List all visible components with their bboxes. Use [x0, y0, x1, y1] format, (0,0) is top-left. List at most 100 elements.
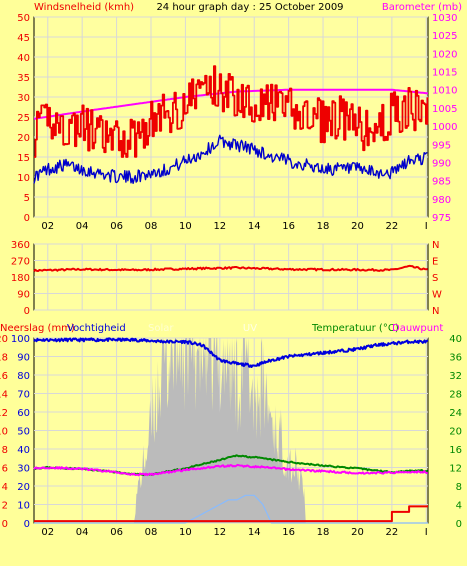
x-tick-label: 10: [179, 527, 192, 538]
dewpoint-axis-label: Dauwpunt: [392, 323, 443, 334]
solar-axis-label: Solar: [148, 323, 174, 334]
x-tick-label: 20: [351, 527, 364, 538]
y-tick-label: 32: [449, 371, 462, 382]
y-tick-label: 25: [17, 113, 30, 124]
humidity-axis-label: Vochtigheid: [67, 323, 126, 334]
x-tick-label: 14: [248, 221, 261, 232]
y-tick-label: 0: [24, 213, 30, 224]
y-tick-label: 8: [456, 482, 462, 493]
x-tick-label: 16: [282, 221, 295, 232]
y-tick-label: 2: [2, 501, 8, 512]
x-tick-label: 10: [179, 221, 192, 232]
y-tick-label: 50: [17, 427, 30, 438]
chart-title: 24 hour graph day : 25 October 2009: [156, 2, 343, 13]
y-tick-label: 1030: [432, 13, 457, 24]
humidity-line: [33, 337, 429, 368]
y-tick-label: 0: [2, 519, 8, 530]
y-tick-label: 14: [0, 390, 8, 401]
wind-x-axis-ticks: 02 04 06 08 10 12 14 16 18 20 22 I: [41, 221, 427, 232]
y-tick-label: 24: [449, 408, 462, 419]
rain-line: [34, 505, 428, 523]
y-tick-label: 4: [456, 501, 462, 512]
x-tick-label: 06: [110, 527, 123, 538]
y-tick-label: 5: [24, 193, 30, 204]
y-tick-label: 1010: [432, 86, 457, 97]
humidity-y-axis-ticks: 0 10 20 30 40 50 60 70 80 90 100: [11, 334, 30, 530]
y-tick-label: E: [432, 257, 438, 268]
y-tick-label: 1000: [432, 122, 457, 133]
x-tick-label: 22: [386, 527, 399, 538]
y-tick-label: N: [432, 240, 439, 251]
y-tick-label: 70: [17, 390, 30, 401]
y-tick-label: 6: [2, 464, 8, 475]
x-tick-label: 08: [145, 527, 158, 538]
y-tick-label: 975: [432, 213, 451, 224]
y-tick-label: 1020: [432, 49, 457, 60]
direction-y-axis-ticks: 0 90 180 270 360: [11, 240, 30, 317]
y-tick-label: 50: [17, 13, 30, 24]
x-tick-label: 02: [41, 221, 54, 232]
y-tick-label: N: [432, 306, 439, 317]
y-tick-label: 80: [17, 371, 30, 382]
x-tick-label: 14: [248, 527, 261, 538]
y-tick-label: 20: [0, 334, 8, 345]
solar-area: [34, 338, 428, 523]
x-tick-label: 06: [110, 221, 123, 232]
y-tick-label: 60: [17, 408, 30, 419]
x-tick-label: 12: [213, 221, 226, 232]
barometer-y-axis-ticks: 975 980 985 990 995 1000 1005 1010 1015 1020 1025 1…: [432, 13, 457, 224]
x-tick-label: 18: [317, 221, 330, 232]
y-tick-label: 90: [17, 290, 30, 301]
direction-series: [33, 264, 428, 273]
y-tick-label: 990: [432, 158, 451, 169]
y-tick-label: 12: [0, 408, 8, 419]
x-tick-label: 02: [41, 527, 54, 538]
y-tick-label: 1005: [432, 104, 457, 115]
wind-direction-line: [33, 264, 428, 273]
dewpoint-line: [33, 463, 428, 477]
x-tick-label: 08: [145, 221, 158, 232]
rain-y-axis-ticks: 0 2 4 6 8 10 12 14 16 18 20: [0, 334, 8, 530]
y-tick-label: 8: [2, 445, 8, 456]
y-tick-label: 10: [17, 501, 30, 512]
y-tick-label: 1015: [432, 68, 457, 79]
uv-axis-label: UV: [243, 323, 257, 334]
y-tick-label: 100: [11, 334, 30, 345]
y-tick-label: 360: [11, 240, 30, 251]
y-tick-label: 36: [449, 353, 462, 364]
y-tick-label: 10: [0, 427, 8, 438]
y-tick-label: 30: [17, 93, 30, 104]
y-tick-label: 985: [432, 177, 451, 188]
wind-series: [33, 65, 429, 185]
y-tick-label: 1025: [432, 31, 457, 42]
y-tick-label: 20: [17, 133, 30, 144]
x-tick-label: 18: [317, 527, 330, 538]
y-tick-label: 4: [2, 482, 8, 493]
barometer-axis-label: Barometer (mb): [382, 2, 462, 13]
y-tick-label: 20: [17, 482, 30, 493]
wind-average-line: [33, 134, 428, 185]
uv-line: [34, 494, 428, 524]
y-tick-label: 0: [24, 519, 30, 530]
y-tick-label: 45: [17, 33, 30, 44]
climate-x-axis-ticks: 02 04 06 08 10 12 14 16 18 20 22 I: [41, 527, 427, 538]
wind-axis-label: Windsnelheid (kmh): [34, 2, 134, 13]
temperature-y-axis-ticks: 0 4 8 12 16 20 24 28 32 36 40: [449, 334, 462, 530]
y-tick-label: 30: [17, 464, 30, 475]
y-tick-label: 35: [17, 73, 30, 84]
y-tick-label: 40: [17, 445, 30, 456]
x-tick-label: I: [425, 221, 428, 232]
direction-grid: [34, 243, 428, 311]
y-tick-label: 0: [456, 519, 462, 530]
y-tick-label: 28: [449, 390, 462, 401]
y-tick-label: 980: [432, 195, 451, 206]
climate-series: [33, 337, 429, 524]
y-tick-label: 10: [17, 173, 30, 184]
x-tick-label: 20: [351, 221, 364, 232]
x-tick-label: 16: [282, 527, 295, 538]
x-tick-label: 04: [76, 221, 89, 232]
